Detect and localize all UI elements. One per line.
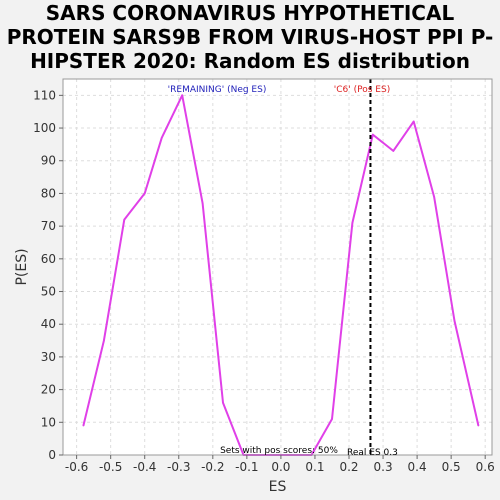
neg-es-label: 'REMAINING' (Neg ES) (168, 85, 267, 95)
y-tick-label: 60 (41, 252, 56, 266)
y-tick-label: 30 (41, 350, 56, 364)
y-tick-label: 10 (41, 415, 56, 429)
data-point (123, 218, 126, 221)
data-point (392, 150, 395, 152)
data-point (82, 424, 85, 427)
data-point (143, 192, 146, 195)
y-tick-label: 70 (41, 219, 56, 233)
title-line: PROTEIN SARS9B FROM VIRUS-HOST PPI P- (7, 25, 494, 49)
real-es-label: Real ES 0.3 (347, 448, 398, 458)
title-line: SARS CORONAVIRUS HYPOTHETICAL (46, 1, 455, 25)
title-line: HIPSTER 2020: Random ES distribution (30, 49, 470, 73)
x-axis-label: ES (269, 479, 287, 495)
sets-pos-scores-label: Sets with pos scores: 50% (220, 446, 338, 456)
y-tick-label: 110 (33, 88, 56, 102)
data-point (433, 195, 435, 198)
y-tick-label: 50 (41, 285, 56, 299)
grid (63, 79, 492, 456)
y-tick-label: 0 (48, 448, 56, 462)
x-axis: -0.6 -0.5 -0.4 -0.3 -0.2 -0.1 0.0 0.1 0.2 0.3 0.4 0… (65, 455, 495, 474)
x-tick-label: 0.3 (374, 460, 393, 474)
x-tick-label: -0.2 (201, 460, 224, 474)
data-point (453, 320, 456, 322)
data-point (351, 222, 354, 224)
pos-es-label: 'C6' (Pos ES) (334, 85, 390, 95)
data-point (331, 418, 333, 420)
y-tick-label: 40 (41, 317, 56, 331)
x-tick-label: 0.2 (339, 460, 358, 474)
data-point (103, 339, 105, 342)
x-tick-label: 0.1 (305, 460, 324, 474)
y-axis: 0 10 20 30 40 50 60 70 80 90 100 110 (33, 88, 63, 462)
y-tick-label: 20 (41, 383, 56, 397)
y-tick-label: 80 (41, 186, 56, 200)
x-tick-label: 0.6 (476, 460, 495, 474)
data-point (412, 120, 415, 123)
x-tick-label: 0.5 (442, 460, 461, 474)
x-tick-label: -0.3 (167, 460, 190, 474)
data-point (160, 137, 163, 139)
x-tick-label: -0.6 (65, 460, 88, 474)
x-tick-label: -0.5 (99, 460, 122, 474)
plot-area (63, 79, 492, 455)
y-axis-label: P(ES) (14, 248, 30, 285)
data-point (201, 202, 204, 205)
y-tick-label: 100 (33, 121, 56, 135)
x-tick-label: 0.0 (271, 460, 290, 474)
data-point (372, 133, 374, 136)
x-tick-label: -0.1 (235, 460, 258, 474)
data-point (181, 94, 183, 97)
data-point (477, 424, 480, 427)
x-tick-label: 0.4 (408, 460, 427, 474)
data-point (222, 401, 224, 404)
x-tick-label: -0.4 (133, 460, 156, 474)
y-tick-label: 90 (41, 154, 56, 168)
plot-frame (62, 78, 493, 456)
